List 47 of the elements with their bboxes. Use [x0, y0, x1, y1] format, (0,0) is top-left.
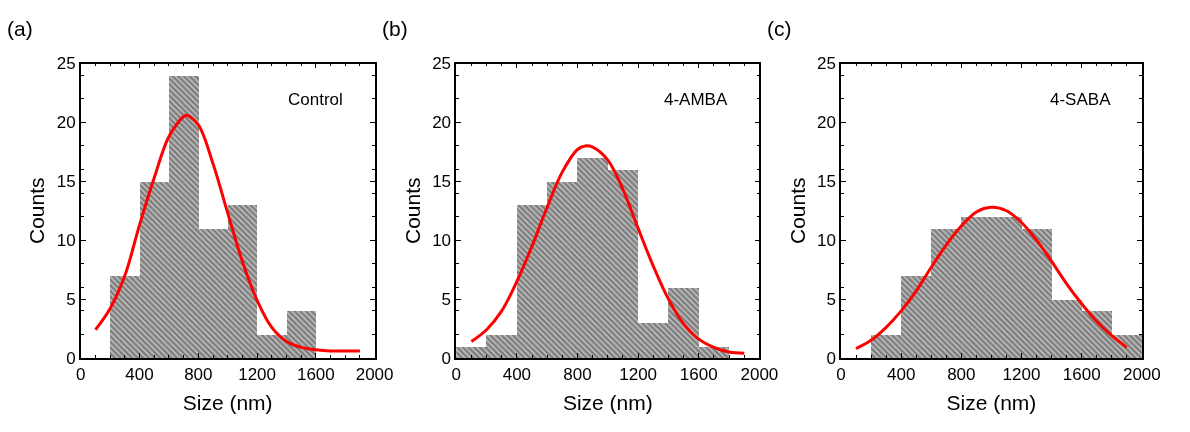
chart-title: (b)	[382, 17, 408, 40]
x-tick-label: 1200	[1002, 365, 1041, 385]
y-tick-label: 20	[816, 113, 836, 133]
line-series	[469, 144, 746, 355]
x-tick-label: 2000	[355, 365, 394, 385]
x-tick-label: 400	[125, 365, 154, 385]
y-tick-label: 25	[56, 54, 76, 74]
x-tick-label: 400	[502, 365, 532, 385]
y-tick-label: 10	[432, 231, 452, 251]
y-tick-label: 0	[826, 348, 836, 368]
y-tick-label: 0	[66, 348, 76, 368]
y-tick-label: 10	[56, 231, 76, 251]
y-tick-label: 25	[432, 54, 452, 74]
y-axis-title: Counts	[400, 177, 424, 245]
chart-title: (c)	[767, 17, 792, 40]
y-tick-label: 0	[441, 348, 452, 368]
x-tick-label: 1600	[1062, 365, 1101, 385]
x-tick-label: 400	[887, 365, 916, 385]
chart-title: (a)	[7, 17, 33, 40]
y-tick-label: 5	[826, 290, 836, 310]
x-tick-label: 2000	[740, 365, 779, 385]
y-tick-label: 20	[56, 113, 76, 133]
x-tick-label: 1200	[238, 365, 276, 385]
x-tick-label: 1600	[296, 365, 335, 385]
y-tick-label: 5	[66, 290, 76, 310]
y-axis-title: Counts	[785, 177, 809, 245]
annotation: Control	[288, 90, 343, 109]
x-tick-label: 1200	[619, 365, 658, 385]
annotation: 4-SABA	[1050, 90, 1112, 109]
x-tick-label: 1600	[679, 365, 718, 385]
y-tick-label: 25	[816, 54, 836, 74]
x-tick-label: 800	[184, 365, 213, 385]
x-axis-title: Size (nm)	[182, 390, 273, 414]
line-series	[93, 113, 362, 353]
x-axis-title: Size (nm)	[562, 390, 653, 414]
y-tick-label: 15	[432, 172, 452, 192]
x-tick-label: 800	[947, 365, 976, 385]
annotation: 4-AMBA	[664, 90, 728, 109]
y-tick-label: 15	[816, 172, 836, 192]
y-tick-label: 20	[432, 113, 452, 133]
y-tick-label: 5	[441, 290, 452, 310]
x-tick-label: 800	[563, 365, 592, 385]
x-axis-title: Size (nm)	[946, 390, 1037, 414]
y-tick-label: 10	[816, 231, 836, 251]
y-axis-title: Counts	[25, 177, 49, 245]
y-tick-label: 15	[56, 172, 76, 192]
x-tick-label: 2000	[1122, 365, 1161, 385]
